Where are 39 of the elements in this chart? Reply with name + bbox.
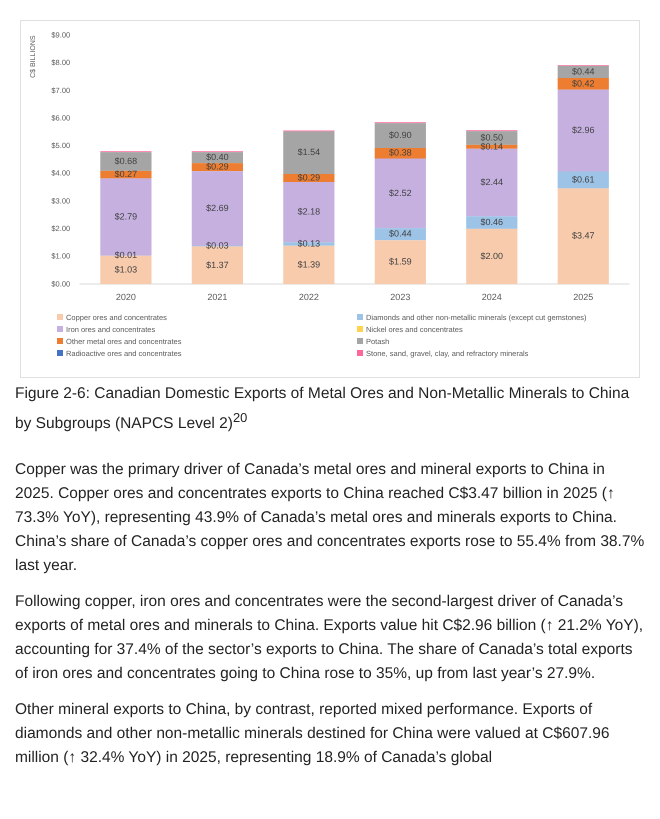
data-label: $0.13	[298, 238, 320, 248]
data-label: $2.52	[389, 188, 412, 198]
data-label: $1.54	[298, 147, 320, 158]
data-label: $0.44	[572, 66, 595, 76]
text: Following copper, iron ores and concentrates were the second-largest driver of Canada’s exports of metal ores and minerals to China. Exports value hit C$2.96 billion (↑ 21.2% YoY), accounting for 37.4% of the sector’s exports to China. The share of Canada’s total exports of iron ores and concentrates going to China rose to 35%, up from last year’s 27.9%.	[15, 592, 644, 684]
data-label: $0.29	[206, 162, 229, 172]
data-label: $0.29	[298, 172, 320, 182]
caption: Figure 2-6: Canadian Domestic Exports of Metal Ores and Non-Metallic Minerals to China by Subgroups (NAPCS Level 2)$^{20}$	[15, 384, 630, 434]
text: Other mineral exports to China, by contrast, reported mixed performance. Exports of diamonds and other non-metallic minerals destined for China were valued at C$607.96 million (↑ 32.4% YoY) in 2025, representing 18.9% of Canada’s global	[15, 700, 611, 768]
data-label: $1.39	[298, 259, 320, 270]
data-label: $0.27	[114, 169, 138, 180]
data-label: $2.79	[114, 211, 138, 222]
data-label: $2.00	[480, 251, 504, 262]
data-label: $0.42	[572, 78, 595, 88]
data-label: $0.90	[389, 130, 412, 140]
data-label: $0.46	[480, 217, 504, 228]
x-tick-label: 2021	[207, 292, 228, 302]
data-label: $2.96	[572, 125, 595, 136]
data-label: $0.50	[480, 132, 504, 143]
data-label: $1.03	[114, 264, 138, 274]
data-label: $1.37	[206, 260, 229, 270]
data-label: $0.03	[206, 240, 229, 250]
data-label: $0.38	[389, 148, 412, 158]
data-label: $0.44	[389, 228, 412, 239]
x-tick-label: 2020	[116, 292, 136, 302]
x-tick-label: 2025	[573, 292, 594, 302]
text: Copper was the primary driver of Canada’s metal ores and mineral exports to China in 2025. Copper ores and concentrates exports to China reached C$3.47 billion in 2025 (↑ 73.3% YoY), representing 43.9% of Canada’s metal ores and minerals exports to China. China’s share of Canada’s copper ores and concentrates exports rose to 55.4% from 38.7% last year.	[15, 460, 646, 576]
data-label: $0.68	[114, 156, 138, 166]
data-label: $1.59	[389, 256, 412, 267]
data-label: $2.18	[298, 206, 320, 217]
data-label: $2.44	[480, 176, 504, 187]
data-label: $0.61	[572, 174, 595, 184]
data-label: $0.01	[114, 250, 138, 260]
data-label: $3.47	[572, 230, 595, 241]
data-label: $0.40	[206, 152, 229, 162]
x-tick-label: 2024	[482, 292, 502, 302]
x-tick-label: 2022	[298, 292, 319, 302]
x-tick-label: 2023	[390, 292, 410, 302]
data-label: $2.69	[206, 202, 229, 213]
